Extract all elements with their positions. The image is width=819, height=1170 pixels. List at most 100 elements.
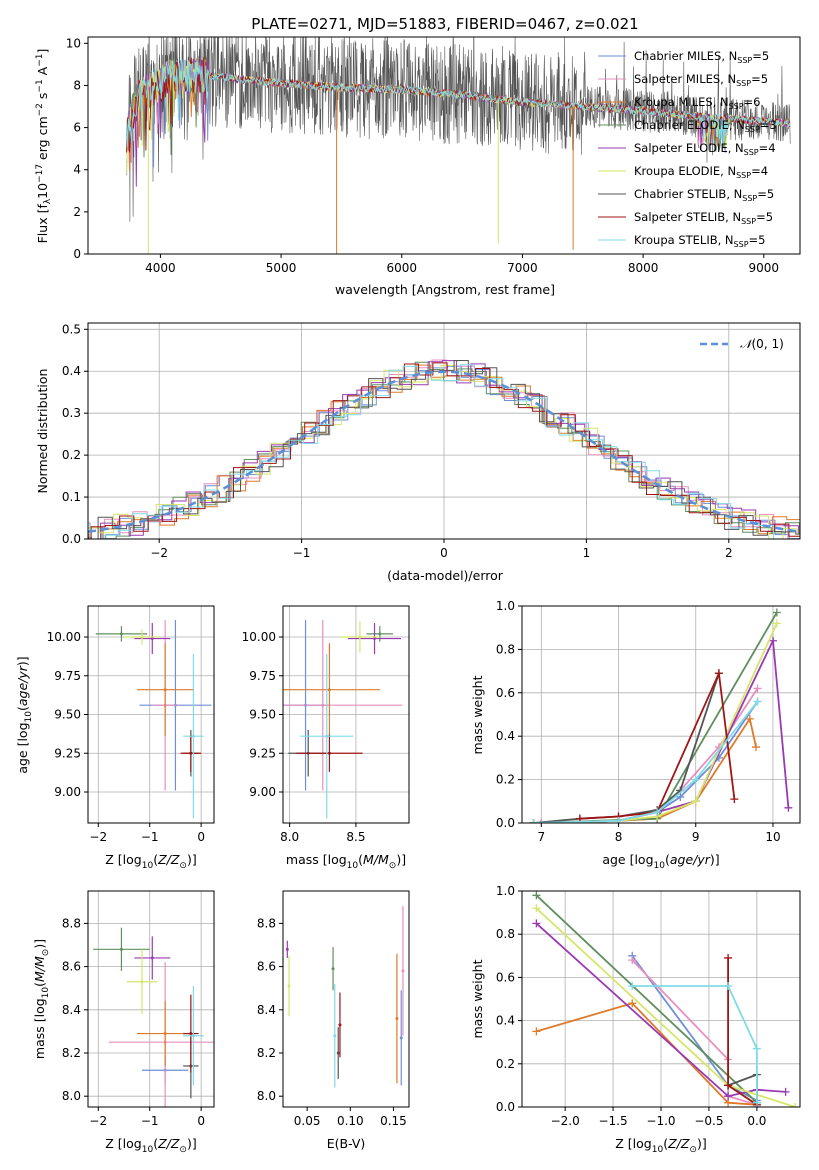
y-tick-label: 9.75 [54,669,81,683]
axes-frame [87,605,215,824]
x-tick-label: 9000 [749,261,780,275]
weight-marker [532,904,541,913]
plot-area [88,359,800,539]
mass-age-panel: 8.0 8.5 9.00 9.25 9.50 9.75 10.00 mass [log10(M… [242,605,410,871]
y-axis-label: mass weight [470,959,485,1038]
weight-marker [724,1081,733,1090]
y-axis-label: mass weight [470,675,485,754]
y-tick-label: 0.0 [496,1100,515,1114]
y-tick-label: 8.8 [257,916,276,930]
weight-marker [751,743,760,752]
data-point [163,1032,167,1036]
y-tick-label: 0.4 [496,729,515,743]
weight-line [533,673,720,823]
x-tick-label: 0.10 [337,1114,364,1128]
x-tick-label: −2 [89,830,107,844]
z-weight-panel: −2.0 −1.5 −1.0 −0.5 0.0 0.0 0.2 0.4 0.6 0.8 1.0 Z [… [470,884,801,1155]
y-tick-label: 8.2 [62,1046,81,1060]
data-point [119,947,123,951]
x-tick-label: 8 [615,830,623,844]
x-tick-label: −2.0 [551,1114,580,1128]
spectrum-line [126,57,791,148]
x-tick-label: 1 [583,546,591,560]
x-tick-label: −1 [141,830,159,844]
weight-marker [753,697,762,706]
y-tick-label: 8.4 [257,1003,276,1017]
y-tick-label: 10 [66,36,81,50]
y-tick-label: 0.3 [62,406,81,420]
x-tick-label: −2 [150,546,168,560]
data-point [287,984,291,988]
plot-area [532,891,800,1107]
weight-marker [772,619,781,628]
y-tick-label: 0.2 [62,448,81,462]
y-tick-label: 8.8 [62,916,81,930]
y-tick-label: 0.4 [62,364,81,378]
weight-marker [532,891,541,900]
y-tick-label: 9.00 [249,785,276,799]
age-weight-panel: 7 8 9 10 0.0 0.2 0.4 0.6 0.8 1.0 age [log10(age/yr… [470,599,801,871]
y-tick-label: 8.4 [62,1003,81,1017]
spectrum-panel: 4000 5000 6000 7000 8000 9000 0 2 4 6 8 10 wavelengt… [35,36,801,297]
x-axis-label: E(B-V) [327,1136,366,1151]
weight-marker [691,775,700,784]
y-axis-label: Normed distribution [35,369,50,494]
weight-marker [768,636,777,645]
legend-entry: 𝒩(0, 1) [740,337,784,351]
weight-marker [628,956,637,965]
y-tick-label: 1.0 [496,884,515,898]
weight-line [535,922,786,1098]
weight-line [535,894,758,1104]
data-point [395,1016,399,1020]
data-point [191,1034,195,1038]
histogram-series [88,364,800,539]
data-point [333,1034,337,1038]
x-tick-label: 2 [725,546,733,560]
weight-marker [529,819,538,823]
y-tick-label: 0.4 [496,1014,515,1028]
axes-frame [521,605,801,824]
data-point [189,751,193,755]
x-tick-label: 9 [692,830,700,844]
weight-line [533,637,790,823]
weight-marker [532,1027,541,1036]
data-point [327,751,331,755]
axes-frame [87,36,801,255]
x-tick-label: −0.5 [694,1114,723,1128]
plot-area [93,927,214,1107]
legend-entry: Chabrier MILES, NSSP=5 [634,49,769,65]
data-point [378,632,382,636]
x-axis-label: wavelength [Angstrom, rest frame] [335,282,555,297]
y-tick-label: 2 [73,205,81,219]
legend-entry: Salpeter STELIB, NSSP=5 [634,210,773,226]
x-axis-label: Z [log10(Z/Z⊙)] [105,852,196,871]
data-point [336,1051,340,1055]
plot-area [95,619,212,819]
axes-frame [87,322,801,540]
weight-marker [752,1098,761,1107]
data-point [401,969,405,973]
x-axis-label: Z [log10(Z/Z⊙)] [615,1136,706,1155]
y-tick-label: 0.0 [62,532,81,546]
y-tick-label: 0.2 [496,1057,515,1071]
weight-marker [724,953,733,962]
axes-frame [521,890,801,1108]
y-tick-label: 0 [73,247,81,261]
weight-marker [791,1103,800,1107]
legend-entry: Chabrier STELIB, NSSP=5 [634,187,774,203]
data-point [358,635,362,639]
weight-marker [532,919,541,928]
legend-entry: Salpeter MILES, NSSP=5 [634,72,768,88]
x-tick-label: 5000 [266,261,297,275]
weight-marker [724,982,733,991]
weight-marker [628,982,637,991]
x-tick-label: 0.05 [294,1114,321,1128]
weight-line [632,985,758,1103]
residual-histogram-panel: −2 −1 0 1 2 0.0 0.1 0.2 0.3 0.4 0.5 𝒩(0, 1) (data-mo… [35,322,801,583]
x-tick-label: 0.15 [380,1114,407,1128]
x-tick-label: −1.5 [598,1114,627,1128]
weight-marker [628,999,637,1008]
y-tick-label: 8 [73,78,81,92]
y-tick-label: 0.8 [496,642,515,656]
